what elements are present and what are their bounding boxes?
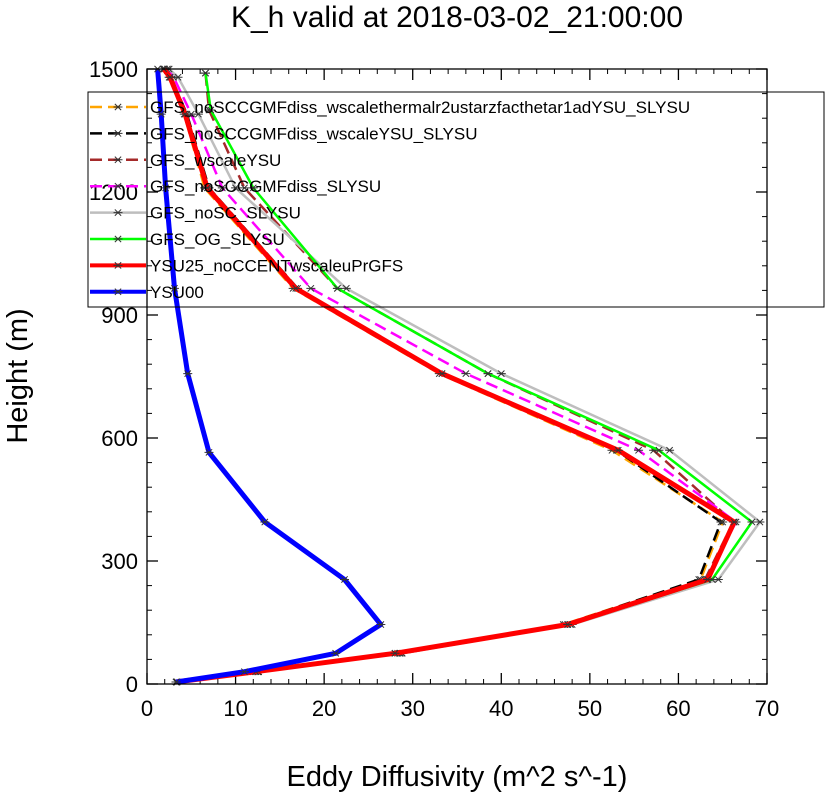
x-tick-label: 70 <box>755 696 779 721</box>
x-tick-label: 20 <box>312 696 336 721</box>
x-tick-label: 40 <box>489 696 513 721</box>
legend-item: GFS_OG_SLYSU <box>90 230 285 249</box>
data-point-marker <box>200 69 210 77</box>
data-point-marker <box>332 284 342 292</box>
legend-marker <box>113 129 123 137</box>
x-tick-label: 30 <box>400 696 424 721</box>
legend-label: YSU25_noCCENTwscaleuPrGFS <box>150 256 403 275</box>
legend-label: GFS_noSCCGMFdiss_wscalethermalr2ustarzfa… <box>150 98 690 117</box>
legend-item: GFS_noSCCGMFdiss_SLYSU <box>90 177 381 196</box>
data-point-marker <box>260 518 270 526</box>
x-axis-label: Eddy Diffusivity (m^2 s^-1) <box>287 761 628 793</box>
chart-title: K_h valid at 2018-03-02_21:00:00 <box>231 1 683 34</box>
legend-label: YSU00 <box>150 283 204 302</box>
data-point-marker <box>703 575 713 583</box>
data-point-marker <box>665 446 675 454</box>
data-point-marker <box>165 73 175 81</box>
x-tick-label: 10 <box>223 696 247 721</box>
data-point-marker <box>239 668 249 676</box>
data-point-marker <box>248 184 258 192</box>
data-point-marker <box>755 518 765 526</box>
legend-box <box>87 91 825 308</box>
data-point-marker <box>461 370 471 378</box>
y-tick-label: 0 <box>126 672 138 697</box>
data-point-marker <box>193 110 203 118</box>
legend-marker <box>113 235 123 243</box>
legend-item: GFS_wscaleYSU <box>90 151 281 170</box>
legend-marker <box>113 288 123 296</box>
data-point-marker <box>716 518 726 526</box>
data-point-marker <box>231 184 241 192</box>
y-axis-label: Height (m) <box>2 308 34 443</box>
legend-marker <box>113 103 123 111</box>
data-point-marker <box>437 370 447 378</box>
plot-frame <box>146 68 768 685</box>
data-point-marker <box>376 621 386 629</box>
data-point-marker <box>169 284 179 292</box>
data-point-marker <box>161 184 171 192</box>
data-point-marker <box>217 184 227 192</box>
y-tick-label: 300 <box>101 549 138 574</box>
y-tick-label: 600 <box>101 426 138 451</box>
x-tick-label: 50 <box>578 696 602 721</box>
legend-item: GFS_noSCCGMFdiss_wscalethermalr2ustarzfa… <box>90 98 690 117</box>
data-point-marker <box>729 518 739 526</box>
legend-marker <box>113 182 123 190</box>
data-point-marker <box>206 106 216 114</box>
data-point-marker <box>563 621 573 629</box>
data-point-marker <box>496 370 506 378</box>
data-point-marker <box>483 370 493 378</box>
data-point-marker <box>634 446 644 454</box>
legend-item: YSU25_noCCENTwscaleuPrGFS <box>90 256 403 275</box>
legend-label: GFS_noSC_SLYSU <box>150 204 301 223</box>
data-point-marker <box>291 284 301 292</box>
data-point-marker <box>180 110 190 118</box>
data-point-marker <box>341 284 351 292</box>
data-point-marker <box>239 184 249 192</box>
legend-label: GFS_OG_SLYSU <box>150 230 285 249</box>
legend-label: GFS_wscaleYSU <box>150 151 281 170</box>
data-point-marker <box>306 284 316 292</box>
legend-label: GFS_noSCCGMFdiss_SLYSU <box>150 177 381 196</box>
data-point-marker <box>747 518 757 526</box>
data-point-marker <box>183 370 193 378</box>
x-tick-label: 0 <box>141 696 153 721</box>
legend-item: YSU00 <box>90 283 204 302</box>
legend-item: GFS_noSC_SLYSU <box>90 204 301 223</box>
data-point-marker <box>156 110 166 118</box>
data-point-marker <box>202 184 212 192</box>
data-point-marker <box>173 73 183 81</box>
legend-marker <box>113 156 123 164</box>
y-tick-label: 1500 <box>89 57 138 82</box>
data-point-marker <box>331 649 341 657</box>
legend-marker <box>113 261 123 269</box>
data-point-marker <box>390 649 400 657</box>
x-tick-label: 60 <box>666 696 690 721</box>
series-line <box>155 68 384 685</box>
legend: GFS_noSCCGMFdiss_wscalethermalr2ustarzfa… <box>87 91 825 308</box>
legend-label: GFS_noSCCGMFdiss_wscaleYSU_SLYSU <box>150 124 478 143</box>
data-point-marker <box>204 448 214 456</box>
legend-marker <box>113 209 123 217</box>
data-point-marker <box>654 446 664 454</box>
data-point-marker <box>613 446 623 454</box>
data-point-marker <box>340 575 350 583</box>
legend-item: GFS_noSCCGMFdiss_wscaleYSU_SLYSU <box>90 124 478 143</box>
y-tick-label: 1200 <box>89 180 138 205</box>
series-layer <box>153 65 765 686</box>
